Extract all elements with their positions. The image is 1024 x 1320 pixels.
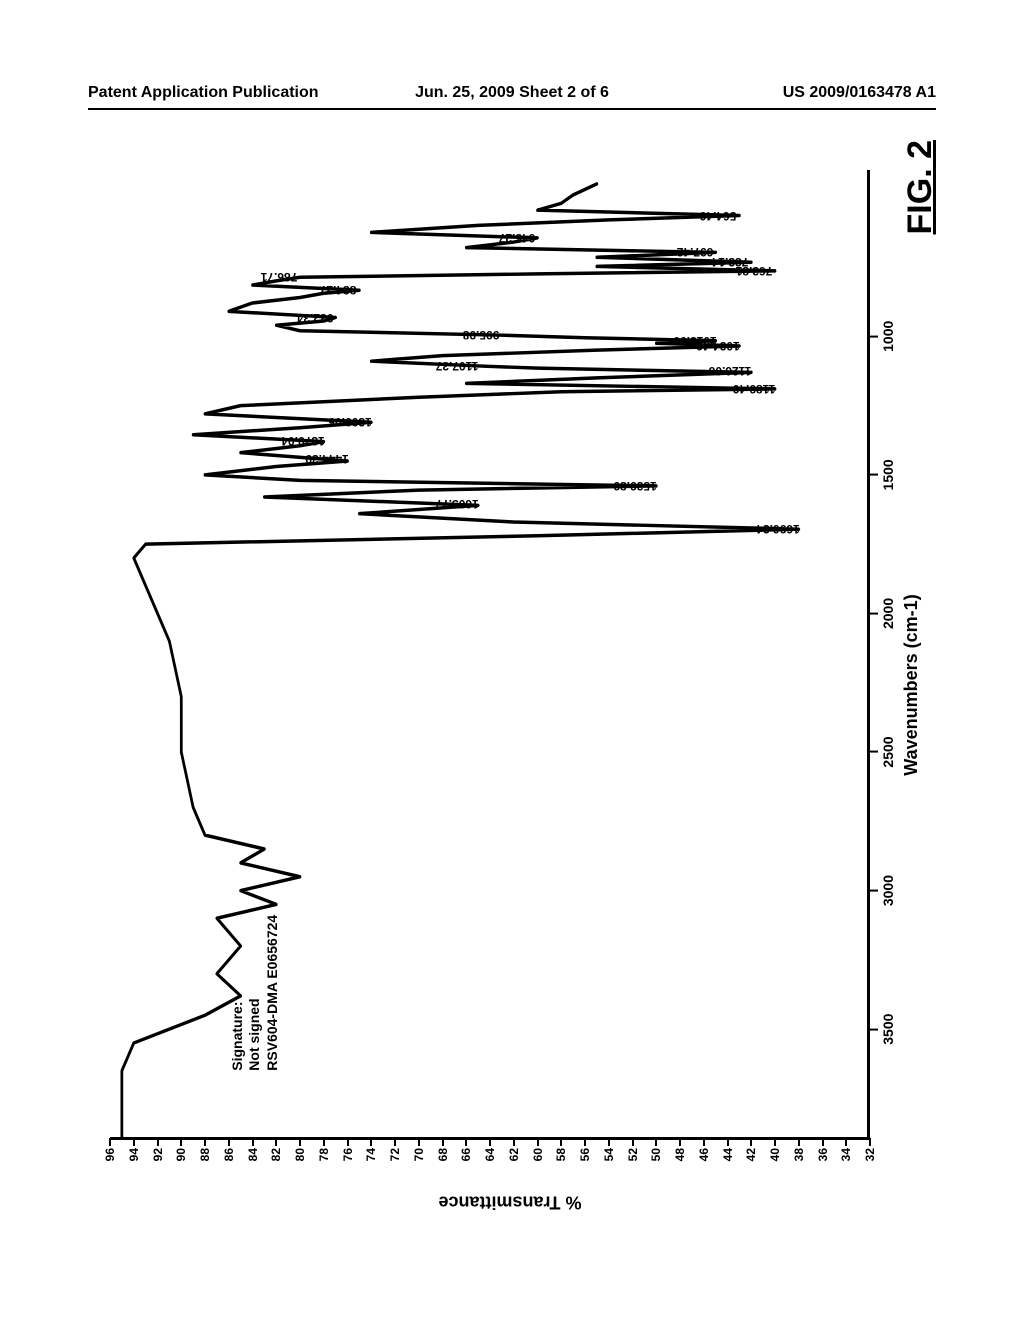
- ir-spectrum-chart: % Transmittance Wavenumbers (cm-1) FIG. …: [90, 150, 930, 1220]
- signature-block: Signature:Not signedRSV604-DMA E0656724: [229, 915, 282, 1071]
- y-tick: 44: [721, 1148, 735, 1172]
- y-tick: 68: [436, 1148, 450, 1172]
- signature-line: Signature:: [229, 915, 247, 1071]
- peak-label: 645.27: [498, 231, 535, 245]
- peak-label: 1539.89: [614, 479, 657, 493]
- x-tick: 3000: [880, 875, 896, 906]
- x-axis-title: Wavenumbers (cm-1): [901, 594, 922, 775]
- y-tick: 58: [554, 1148, 568, 1172]
- peak-label: 1126.06: [709, 364, 752, 378]
- header-right: US 2009/0163478 A1: [783, 84, 936, 102]
- peak-label: 1444.39: [305, 452, 348, 466]
- x-tick: 2000: [880, 598, 896, 629]
- y-tick: 48: [673, 1148, 687, 1172]
- page: Patent Application Publication Jun. 25, …: [0, 0, 1024, 1320]
- y-tick: 84: [246, 1148, 260, 1172]
- y-tick: 64: [483, 1148, 497, 1172]
- peak-label: 1107.37: [436, 359, 479, 373]
- y-tick: 50: [649, 1148, 663, 1172]
- peak-label: 1379.04: [281, 434, 324, 448]
- y-tick: 46: [697, 1148, 711, 1172]
- y-tick: 78: [317, 1148, 331, 1172]
- y-tick: 42: [744, 1148, 758, 1172]
- x-tick: 3500: [880, 1014, 896, 1045]
- y-tick: 34: [839, 1148, 853, 1172]
- header-middle: Jun. 25, 2009 Sheet 2 of 6: [415, 84, 609, 102]
- x-tick: 2500: [880, 736, 896, 767]
- y-tick: 38: [792, 1148, 806, 1172]
- x-tick: 1500: [880, 459, 896, 490]
- y-tick: 36: [816, 1148, 830, 1172]
- peak-label: 1189.40: [733, 382, 776, 396]
- header-left: Patent Application Publication: [88, 84, 319, 102]
- figure-area: % Transmittance Wavenumbers (cm-1) FIG. …: [90, 150, 930, 1220]
- header-rule: [88, 108, 936, 110]
- peak-label: 697.42: [676, 245, 713, 259]
- y-tick: 66: [459, 1148, 473, 1172]
- y-tick: 74: [364, 1148, 378, 1172]
- y-tick: 80: [293, 1148, 307, 1172]
- peak-label: 1309.05: [329, 415, 372, 429]
- y-tick: 82: [269, 1148, 283, 1172]
- y-tick: 70: [412, 1148, 426, 1172]
- y-tick: 72: [388, 1148, 402, 1172]
- y-tick: 96: [103, 1148, 117, 1172]
- peak-label: 1605.77: [435, 497, 478, 511]
- signature-line: Not signed: [246, 915, 264, 1071]
- y-tick: 94: [127, 1148, 141, 1172]
- y-tick: 88: [198, 1148, 212, 1172]
- y-tick: 92: [151, 1148, 165, 1172]
- x-tick: 1000: [880, 321, 896, 352]
- y-tick: 86: [222, 1148, 236, 1172]
- peak-label: 733.14: [712, 255, 749, 269]
- peak-label: 995.98: [463, 328, 500, 342]
- peak-label: 932.34: [296, 311, 333, 325]
- y-tick: 60: [531, 1148, 545, 1172]
- spectrum-curve: [110, 170, 870, 1140]
- y-tick: 90: [174, 1148, 188, 1172]
- axes: 3234363840424446485052545658606264666870…: [110, 170, 870, 1140]
- y-tick: 76: [341, 1148, 355, 1172]
- peak-label: 1696.34: [756, 522, 799, 536]
- y-tick: 62: [507, 1148, 521, 1172]
- peak-label: 786.71: [261, 270, 298, 284]
- peak-label: 1015.90: [673, 334, 716, 348]
- y-tick: 56: [578, 1148, 592, 1172]
- y-tick: 54: [602, 1148, 616, 1172]
- y-tick: 40: [768, 1148, 782, 1172]
- peak-label: 564.46: [700, 209, 737, 223]
- signature-line: RSV604-DMA E0656724: [264, 915, 282, 1071]
- y-axis-title: % Transmittance: [438, 1192, 581, 1213]
- y-tick: 52: [626, 1148, 640, 1172]
- figure-label: FIG. 2: [901, 140, 940, 234]
- y-tick: 32: [863, 1148, 877, 1172]
- peak-label: 834.27: [320, 283, 357, 297]
